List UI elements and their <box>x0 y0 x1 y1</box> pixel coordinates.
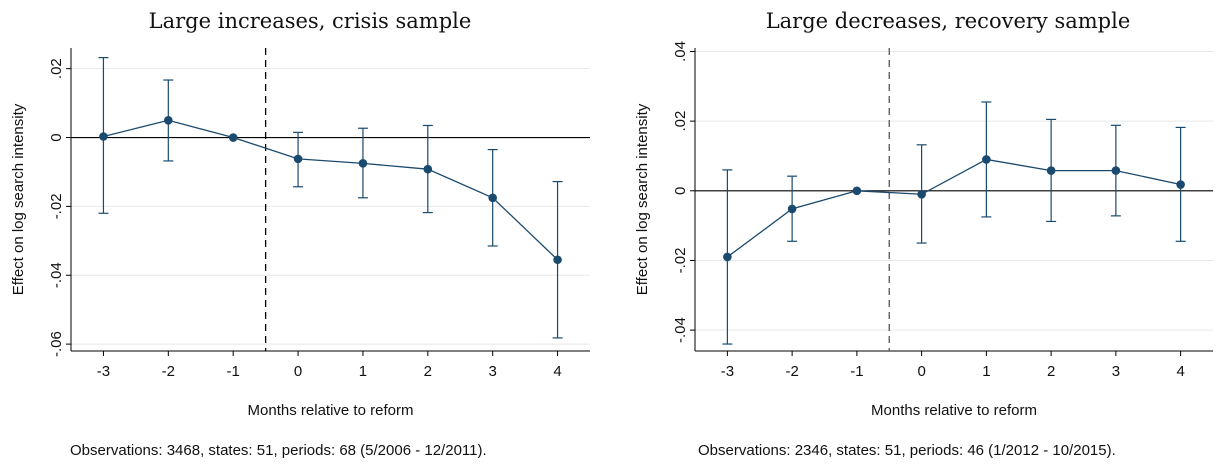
x-tick-label: -3 <box>721 363 734 380</box>
x-tick-label: -2 <box>162 363 175 380</box>
x-tick-label: 2 <box>424 363 432 380</box>
x-tick-label: -2 <box>785 363 798 380</box>
x-tick-label: 3 <box>1112 363 1120 380</box>
observations-note: Observations: 3468, states: 51, periods:… <box>70 442 487 459</box>
x-tick-label: 2 <box>1047 363 1055 380</box>
y-tick-label: -.04 <box>48 262 65 288</box>
x-tick-label: 1 <box>359 363 367 380</box>
y-tick-label: 0 <box>672 187 689 195</box>
observations-note: Observations: 2346, states: 51, periods:… <box>698 442 1116 459</box>
y-tick-label: .04 <box>672 41 689 62</box>
x-tick-label: -1 <box>227 363 240 380</box>
data-point <box>787 204 797 214</box>
chart-title: Large decreases, recovery sample <box>766 9 1131 33</box>
chart-title: Large increases, crisis sample <box>149 9 472 33</box>
data-point <box>852 186 862 196</box>
y-tick-label: -.02 <box>672 248 689 274</box>
data-point <box>723 252 732 262</box>
y-tick-label: -.06 <box>48 331 65 357</box>
data-point <box>917 189 926 199</box>
x-tick-label: 1 <box>982 363 990 380</box>
chart-panel-1: Large increases, crisis sample .02 0 -.02 -.… <box>10 9 590 459</box>
y-axis-label: Effect on log search intensity <box>634 103 651 295</box>
data-point <box>488 193 497 203</box>
x-tick-label: 4 <box>553 363 561 380</box>
y-tick-label: .02 <box>672 111 689 132</box>
data-point <box>358 159 368 168</box>
series-line <box>726 158 1181 258</box>
data-point <box>99 132 108 141</box>
data-point <box>553 255 562 265</box>
data-point <box>982 155 991 164</box>
x-axis-label: Months relative to reform <box>871 402 1037 419</box>
data-point <box>228 133 238 142</box>
data-point <box>1046 166 1056 175</box>
data-point <box>293 154 303 164</box>
y-tick-label: -.02 <box>48 193 65 219</box>
y-axis-label: Effect on log search intensity <box>10 103 27 295</box>
y-tick-label: -.04 <box>672 317 689 343</box>
x-tick-label: 0 <box>917 363 925 380</box>
y-tick-label: .02 <box>48 58 65 79</box>
y-tick-label: 0 <box>48 133 65 141</box>
chart-panel-2: Large decreases, recovery sample .04 .02 0 -… <box>634 9 1213 459</box>
data-point <box>1176 180 1185 189</box>
x-tick-label: 0 <box>294 363 302 380</box>
data-point <box>1111 166 1121 175</box>
x-tick-label: 3 <box>489 363 497 380</box>
series-line <box>103 119 559 261</box>
data-point <box>423 164 433 174</box>
x-axis-label: Months relative to reform <box>248 402 414 419</box>
x-tick-label: 4 <box>1176 363 1184 380</box>
x-tick-label: -1 <box>850 363 863 380</box>
x-tick-label: -3 <box>97 363 110 380</box>
data-point <box>164 116 173 125</box>
